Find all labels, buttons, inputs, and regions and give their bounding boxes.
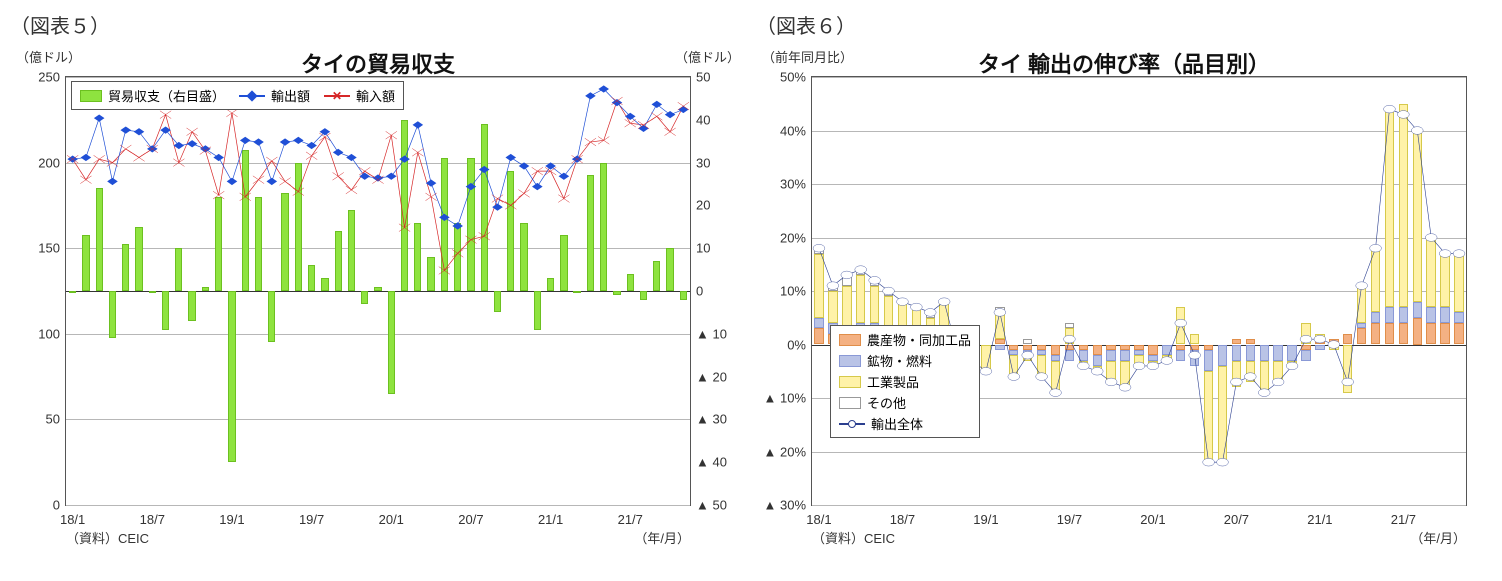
chart6-ytick: ▲ 30% [754,498,806,513]
chart6-legend-item: 工業製品 [839,372,971,391]
chart5-ytick-right: ▲ 50 [696,498,738,513]
chart6-xtick: 20/1 [1140,512,1165,527]
chart5-x-unit: （年/月） [634,528,690,547]
chart6-xtick: 18/7 [890,512,915,527]
chart5-xtick: 18/1 [60,512,85,527]
chart5-ytick-left: 250 [18,70,60,85]
chart5-ytick-right: ▲ 20 [696,369,738,384]
chart6-ytick: 50% [754,70,806,85]
chart5-title: タイの貿易収支 [301,47,455,79]
chart6-legend-item: 農産物・同加工品 [839,330,971,349]
chart6-xtick: 19/1 [973,512,998,527]
chart6-xtick: 21/7 [1391,512,1416,527]
chart5-ytick-right: ▲ 40 [696,455,738,470]
chart5-legend-item: 貿易収支（右目盛） [80,86,225,105]
chart6-ytick: 20% [754,230,806,245]
chart5-xtick: 20/7 [458,512,483,527]
chart5-ytick-left: 50 [18,412,60,427]
chart6-x-unit: （年/月） [1410,528,1466,547]
chart6-xtick: 20/7 [1224,512,1249,527]
chart5-fig-label: （図表５） [10,10,746,39]
chart5-xtick: 19/1 [219,512,244,527]
chart5-unit-left: （億ドル） [16,47,81,66]
chart5-ytick-right: 30 [696,155,738,170]
chart5-ytick-left: 200 [18,155,60,170]
chart6-xtick: 18/1 [806,512,831,527]
chart5-xtick: 20/1 [379,512,404,527]
chart6-ytick: 30% [754,177,806,192]
chart6-fig-label: （図表６） [756,10,1492,39]
chart5-ytick-right: 40 [696,112,738,127]
chart5-xtick: 21/7 [618,512,643,527]
chart5-ytick-left: 0 [18,498,60,513]
chart5-legend-item: 輸出額 [239,86,310,105]
chart6-ytick: ▲ 20% [754,444,806,459]
chart5-import-line [73,101,684,270]
chart5-ytick-left: 100 [18,326,60,341]
chart5-xtick: 19/7 [299,512,324,527]
chart5-panel: （図表５） （億ドル） タイの貿易収支 （億ドル） 貿易収支（右目盛） 輸出額 ✕輸… [10,10,746,561]
chart5-plot: 貿易収支（右目盛）輸出額✕輸入額 （年/月） （資料）CEIC 05010015… [65,76,691,506]
chart6-legend: 農産物・同加工品鉱物・燃料工業製品その他輸出全体 [830,325,980,438]
chart6-ytick: 10% [754,284,806,299]
chart6-ytick: 0% [754,337,806,352]
chart6-plot: 農産物・同加工品鉱物・燃料工業製品その他輸出全体 （年/月） （資料）CEIC … [811,76,1467,506]
chart5-ytick-right: 20 [696,198,738,213]
chart6-legend-item: 鉱物・燃料 [839,351,971,370]
chart6-xtick: 19/7 [1057,512,1082,527]
chart5-area: （億ドル） タイの貿易収支 （億ドル） 貿易収支（右目盛） 輸出額 ✕輸入額 （年/… [10,41,746,561]
chart5-unit-right: （億ドル） [675,47,740,66]
chart5-ytick-right: 50 [696,70,738,85]
chart5-xtick: 21/1 [538,512,563,527]
chart6-area: （前年同月比） タイ 輸出の伸び率（品目別） 農産物・同加工品鉱物・燃料工業製品… [756,41,1492,561]
chart6-legend-item: 輸出全体 [839,414,971,433]
chart5-ytick-right: ▲ 10 [696,326,738,341]
chart6-panel: （図表６） （前年同月比） タイ 輸出の伸び率（品目別） 農産物・同加工品鉱物・… [756,10,1492,561]
chart6-ytick: ▲ 10% [754,391,806,406]
chart5-legend-item: ✕輸入額 [324,86,395,105]
chart6-ytick: 40% [754,123,806,138]
chart5-ytick-left: 150 [18,241,60,256]
chart5-ytick-right: ▲ 30 [696,412,738,427]
chart5-ytick-right: 10 [696,241,738,256]
chart6-source: （資料）CEIC [812,528,895,547]
chart6-unit-left: （前年同月比） [762,47,853,66]
chart5-legend: 貿易収支（右目盛） 輸出額 ✕輸入額 [71,81,404,110]
chart5-ytick-right: 0 [696,284,738,299]
chart6-title: タイ 輸出の伸び率（品目別） [978,47,1270,79]
chart5-source: （資料）CEIC [66,528,149,547]
chart5-xtick: 18/7 [140,512,165,527]
chart6-xtick: 21/1 [1307,512,1332,527]
chart6-legend-item: その他 [839,393,971,412]
